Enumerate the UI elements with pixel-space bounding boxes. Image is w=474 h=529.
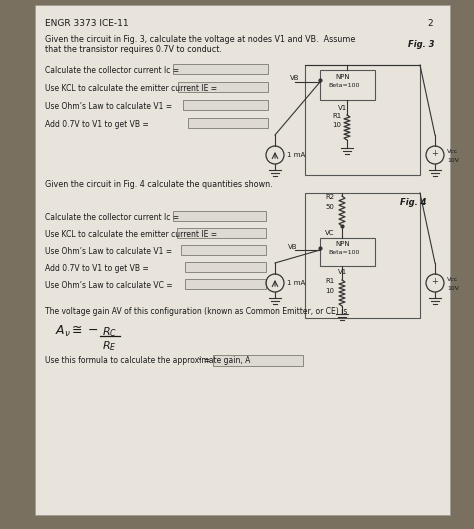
Text: Vcc: Vcc xyxy=(447,149,458,154)
Text: Use Ohm’s Law to calculate V1 =: Use Ohm’s Law to calculate V1 = xyxy=(45,102,172,111)
Text: =: = xyxy=(203,356,210,365)
Text: Use this formula to calculate the approximate gain, A: Use this formula to calculate the approx… xyxy=(45,356,250,365)
Text: VC: VC xyxy=(325,230,335,236)
Text: v: v xyxy=(198,356,202,361)
Text: VB: VB xyxy=(288,244,298,250)
Text: Use Ohm’s Law to calculate V1 =: Use Ohm’s Law to calculate V1 = xyxy=(45,247,172,256)
FancyBboxPatch shape xyxy=(183,100,268,110)
Text: 50: 50 xyxy=(325,204,334,210)
Text: Vcc: Vcc xyxy=(447,277,458,282)
Text: V1: V1 xyxy=(338,105,347,111)
Text: $A_{\nu} \cong -$: $A_{\nu} \cong -$ xyxy=(55,323,99,339)
Text: $R_C$: $R_C$ xyxy=(102,325,117,339)
FancyBboxPatch shape xyxy=(178,82,268,92)
Text: 2: 2 xyxy=(427,19,433,28)
FancyBboxPatch shape xyxy=(185,279,266,289)
Text: Fig. 3: Fig. 3 xyxy=(408,40,435,49)
FancyBboxPatch shape xyxy=(213,355,303,366)
FancyBboxPatch shape xyxy=(185,262,266,272)
FancyBboxPatch shape xyxy=(188,118,268,128)
Text: R1: R1 xyxy=(332,113,341,119)
Text: 10: 10 xyxy=(332,122,341,128)
Text: 1 mA: 1 mA xyxy=(287,152,305,158)
FancyBboxPatch shape xyxy=(173,211,266,221)
Text: Calculate the collector current Ic =: Calculate the collector current Ic = xyxy=(45,66,179,75)
Text: Use KCL to calculate the emitter current IE =: Use KCL to calculate the emitter current… xyxy=(45,230,217,239)
Text: +: + xyxy=(431,278,438,287)
Text: 10V: 10V xyxy=(447,286,459,291)
Text: V1: V1 xyxy=(338,269,347,275)
Text: R1: R1 xyxy=(325,278,334,284)
Text: Beta=100: Beta=100 xyxy=(328,250,359,255)
Text: +: + xyxy=(431,150,438,159)
Text: NPN: NPN xyxy=(335,74,350,80)
Text: Add 0.7V to V1 to get VB =: Add 0.7V to V1 to get VB = xyxy=(45,264,149,273)
Text: 10: 10 xyxy=(325,288,334,294)
Text: that the transistor requires 0.7V to conduct.: that the transistor requires 0.7V to con… xyxy=(45,45,222,54)
Text: Beta=100: Beta=100 xyxy=(328,83,359,88)
Text: 10V: 10V xyxy=(447,158,459,163)
FancyBboxPatch shape xyxy=(181,245,266,255)
Text: 1 mA: 1 mA xyxy=(287,280,305,286)
Text: VB: VB xyxy=(290,75,300,81)
Text: ENGR 3373 ICE-11: ENGR 3373 ICE-11 xyxy=(45,19,128,28)
FancyBboxPatch shape xyxy=(35,5,450,515)
Text: Given the circuit in Fig. 3, calculate the voltage at nodes V1 and VB.  Assume: Given the circuit in Fig. 3, calculate t… xyxy=(45,35,356,44)
FancyBboxPatch shape xyxy=(173,64,268,74)
Text: R2: R2 xyxy=(325,194,334,200)
Text: Use KCL to calculate the emitter current IE =: Use KCL to calculate the emitter current… xyxy=(45,84,217,93)
FancyBboxPatch shape xyxy=(177,228,266,238)
Text: Add 0.7V to V1 to get VB =: Add 0.7V to V1 to get VB = xyxy=(45,120,149,129)
Text: NPN: NPN xyxy=(335,241,350,247)
Text: Fig. 4: Fig. 4 xyxy=(400,198,427,207)
Text: $R_E$: $R_E$ xyxy=(102,339,117,353)
Text: Given the circuit in Fig. 4 calculate the quantities shown.: Given the circuit in Fig. 4 calculate th… xyxy=(45,180,273,189)
Text: Calculate the collector current Ic =: Calculate the collector current Ic = xyxy=(45,213,179,222)
Text: Use Ohm’s Law to calculate VC =: Use Ohm’s Law to calculate VC = xyxy=(45,281,173,290)
Text: The voltage gain AV of this configuration (known as Common Emitter, or CE) is: The voltage gain AV of this configuratio… xyxy=(45,307,347,316)
